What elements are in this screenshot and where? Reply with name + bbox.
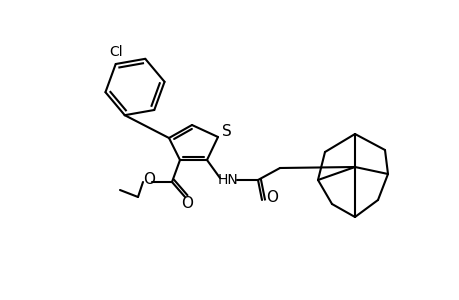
Text: O: O <box>180 196 193 211</box>
Text: O: O <box>265 190 277 206</box>
Text: S: S <box>222 124 231 139</box>
Text: O: O <box>143 172 155 188</box>
Text: Cl: Cl <box>109 45 122 59</box>
Text: HN: HN <box>217 173 238 187</box>
